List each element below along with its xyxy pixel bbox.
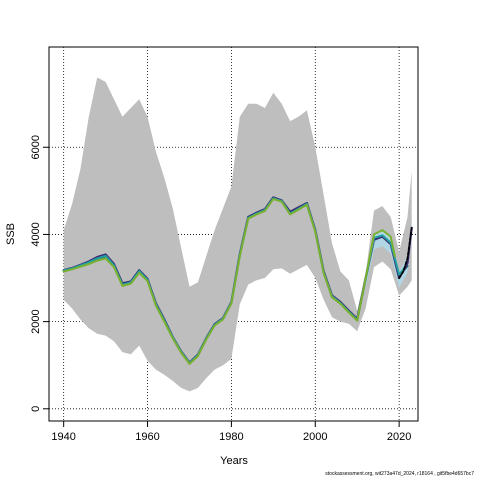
series-line-4 [62, 198, 396, 365]
x-tick-label: 1980 [219, 431, 243, 443]
y-tick-label: 6000 [30, 135, 42, 159]
confidence-band-layer [63, 77, 412, 392]
footer-note: stockassessment.org, wit273a47d_2024, r1… [325, 471, 474, 477]
y-axis-title: SSB [5, 223, 17, 245]
x-tick-label: 1940 [51, 431, 75, 443]
y-tick-label: 2000 [30, 309, 42, 333]
y-tick-label: 4000 [30, 222, 42, 246]
axis-layer: 1940 1960 1980 2000 2020 0 2000 4000 6000 [30, 135, 411, 443]
confidence-band [63, 77, 412, 392]
series-line-5 [398, 226, 413, 279]
x-axis-title: Years [220, 455, 248, 467]
x-tick-label: 2000 [303, 431, 327, 443]
series-layer [62, 196, 413, 365]
x-tick-label: 2020 [387, 431, 411, 443]
y-tick-label: 0 [30, 406, 42, 412]
x-tick-label: 1960 [135, 431, 159, 443]
